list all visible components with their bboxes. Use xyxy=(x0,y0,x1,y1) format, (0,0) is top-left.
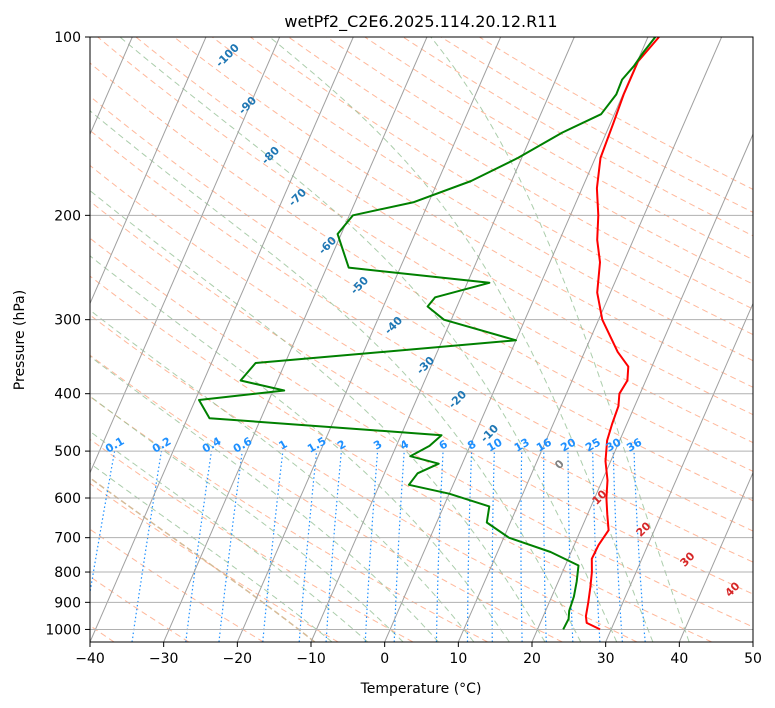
chart-title: wetPf2_C2E6.2025.114.20.12.R11 xyxy=(284,12,557,32)
isotherm xyxy=(236,37,502,642)
mixing-ratio-line xyxy=(185,451,213,642)
reference-curve xyxy=(90,476,316,642)
dry-adiabat xyxy=(90,354,563,642)
dry-adiabat xyxy=(440,37,753,213)
axes: −40 −30 −20 −10 0 10 20 30 40 50 100 200 300 400 500 60… xyxy=(45,30,762,667)
isotherm xyxy=(678,471,753,642)
moist-adiabat xyxy=(90,255,510,642)
isotherm xyxy=(90,37,354,642)
mixing-ratio-line xyxy=(298,451,318,642)
dewpoint-profile-line xyxy=(198,37,657,630)
x-tick-label: −40 xyxy=(75,651,105,667)
moist-adiabat xyxy=(90,355,439,642)
moist-adiabat xyxy=(430,37,690,642)
y-tick-label: 300 xyxy=(54,313,81,329)
x-tick-label: 10 xyxy=(449,651,467,667)
x-axis-title: Temperature (°C) xyxy=(360,681,482,697)
dry-adiabat xyxy=(250,37,753,336)
moist-adiabat xyxy=(119,37,618,642)
y-tick-label: 1000 xyxy=(45,622,81,638)
y-axis-title: Pressure (hPa) xyxy=(12,290,28,390)
isotherm xyxy=(457,37,723,642)
x-tick-label: 40 xyxy=(670,651,688,667)
y-tick-label: 400 xyxy=(54,387,81,403)
y-tick-label: 600 xyxy=(54,491,81,507)
y-tick-label: 700 xyxy=(54,531,81,547)
x-tick-label: 0 xyxy=(380,651,389,667)
isotherm xyxy=(90,37,281,474)
dry-adiabat xyxy=(364,37,753,261)
mixing-ratio-line xyxy=(218,451,243,642)
x-tick-label: −30 xyxy=(149,651,179,667)
x-tick-label: −10 xyxy=(296,651,326,667)
mixing-ratio-line xyxy=(325,451,342,642)
dry-adiabat xyxy=(326,37,753,285)
mixing-ratio-line xyxy=(262,451,284,642)
y-tick-label: 100 xyxy=(54,30,81,46)
dry-adiabat xyxy=(90,314,638,642)
isotherm xyxy=(90,37,207,305)
x-tick-label: 50 xyxy=(744,651,762,667)
moist-adiabat xyxy=(90,309,475,642)
dry-adiabat xyxy=(90,237,753,628)
x-tick-label: 20 xyxy=(523,651,541,667)
y-tick-label: 800 xyxy=(54,565,81,581)
dry-adiabat xyxy=(402,37,753,237)
dry-adiabat xyxy=(90,129,753,532)
isotherm xyxy=(605,302,753,642)
moist-adiabat xyxy=(90,395,404,642)
dry-adiabat xyxy=(288,37,753,310)
isotherm xyxy=(310,37,575,642)
dry-adiabat xyxy=(90,482,339,642)
dry-adiabat xyxy=(90,164,753,563)
dry-adiabat xyxy=(90,62,753,472)
isotherm xyxy=(531,132,753,642)
moist-adiabat xyxy=(269,37,654,642)
y-tick-label: 500 xyxy=(54,444,81,460)
dry-adiabat xyxy=(479,37,753,190)
plot-area: -100-90-80-70-60-50-40-30-20-10010203040… xyxy=(90,37,753,642)
temperature-profile-line xyxy=(584,37,660,631)
dry-adiabat xyxy=(97,37,753,444)
x-tick-label: −20 xyxy=(223,651,253,667)
y-tick-label: 900 xyxy=(54,595,81,611)
y-tick-label: 200 xyxy=(54,208,81,224)
isotherm xyxy=(163,37,428,642)
moist-adiabat xyxy=(90,430,368,642)
x-tick-label: 30 xyxy=(597,651,615,667)
plot-frame xyxy=(89,36,754,643)
